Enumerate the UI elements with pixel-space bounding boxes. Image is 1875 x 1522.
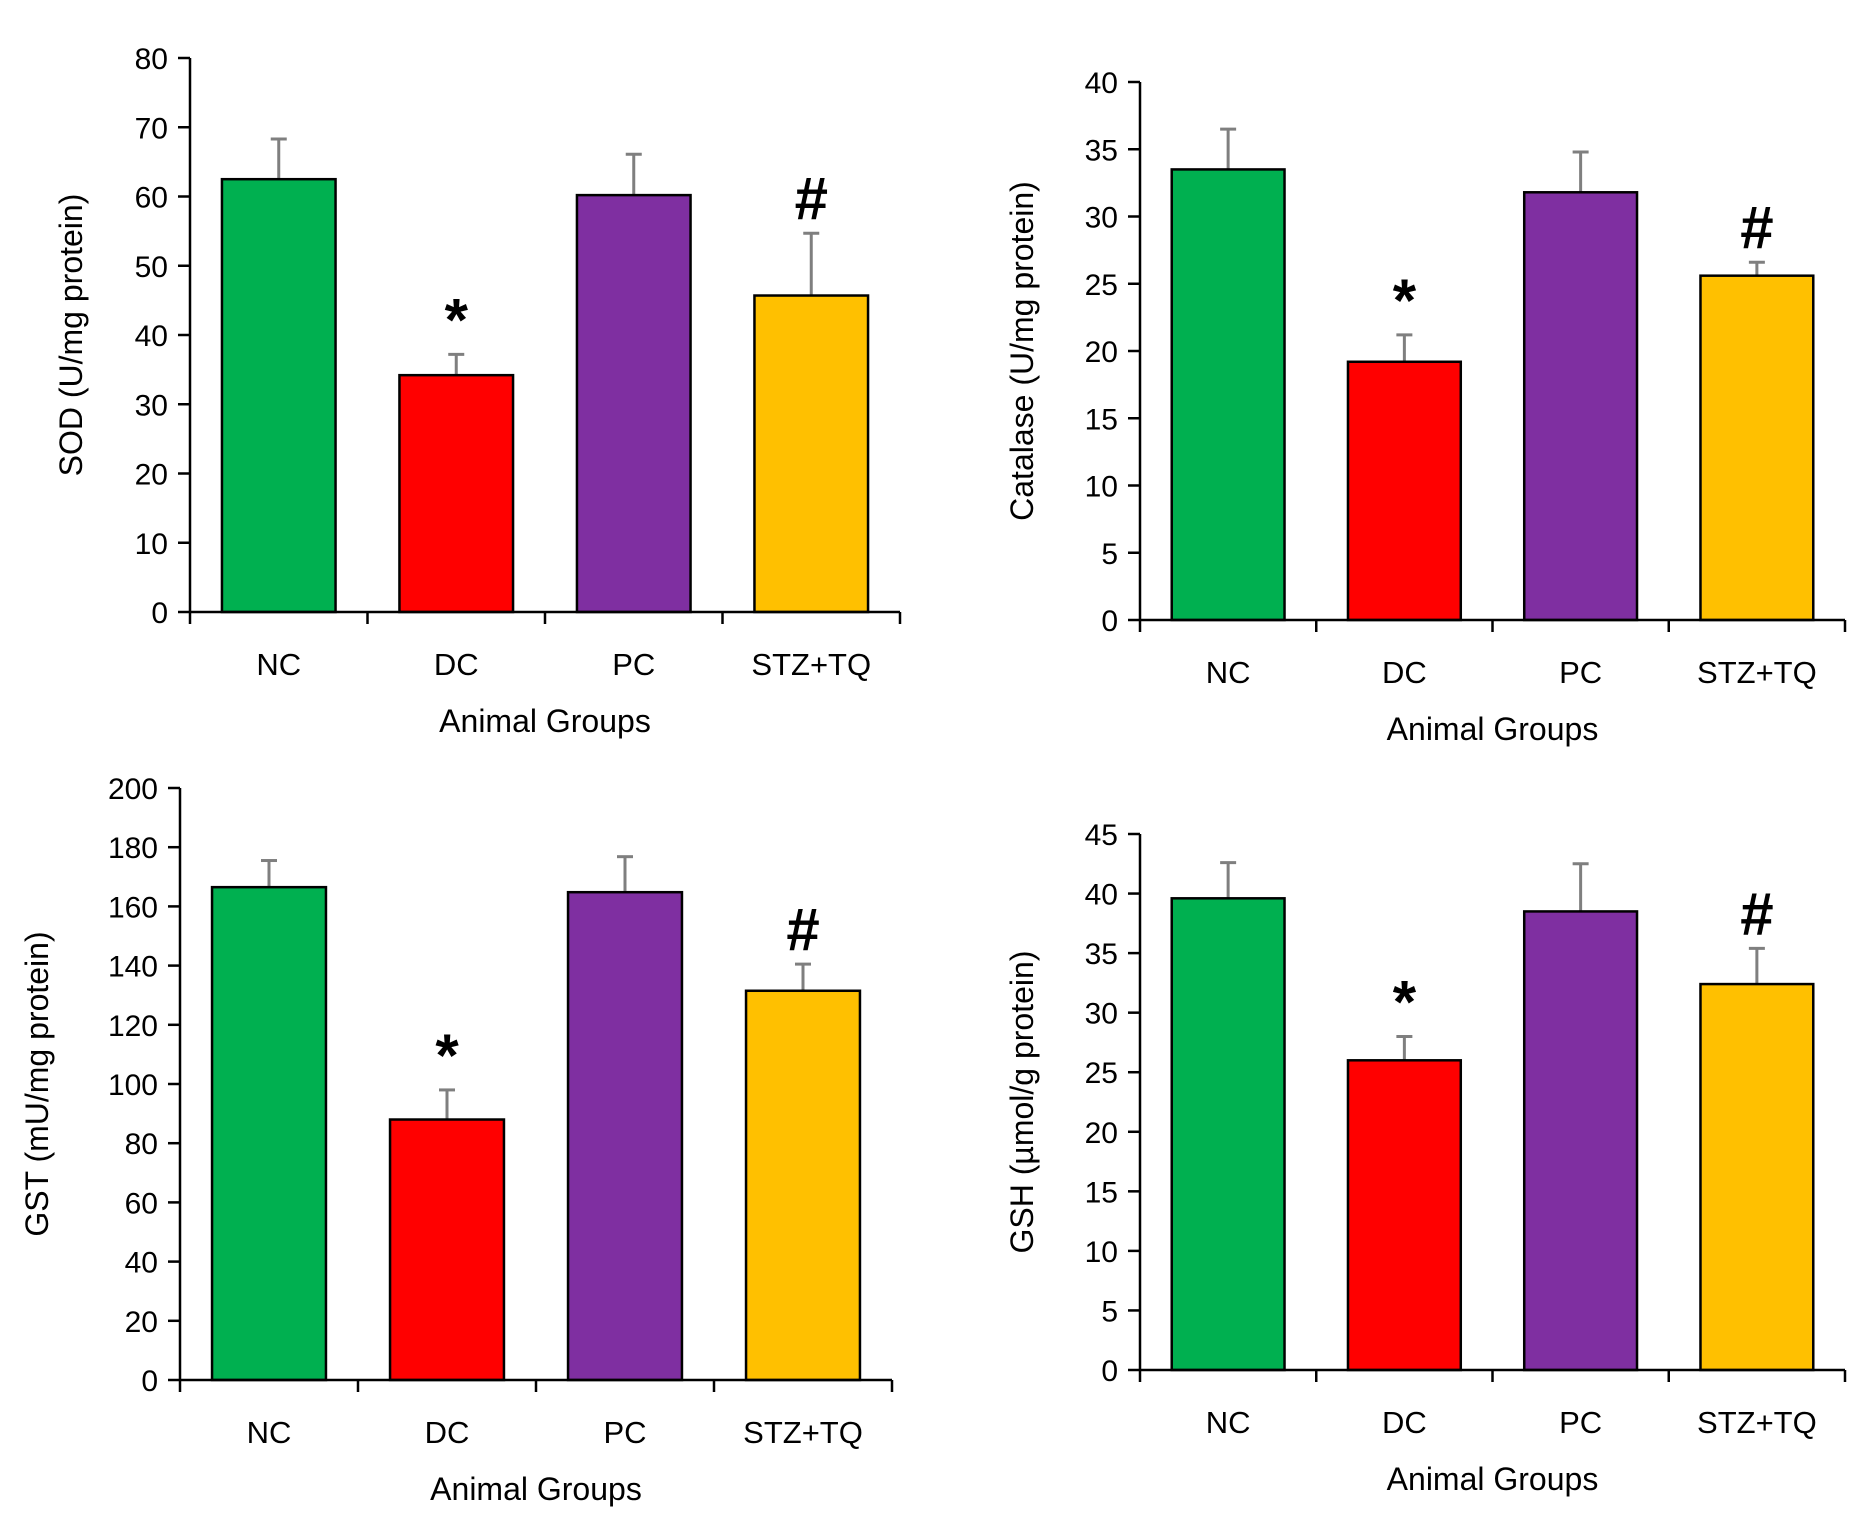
sod-chart: NC * DC PC # STZ+TQ 0 10 20 30 40 50 60 70 80 Animal Gr… [53, 43, 902, 739]
y-tick-label-2-7: 140 [108, 951, 158, 984]
bar-3-2 [1522, 910, 1639, 1372]
y-tick-label-3-4: 20 [1085, 1117, 1118, 1150]
bar-0-1 [398, 373, 515, 614]
x-tick-label-3-3: STZ+TQ [1697, 1405, 1817, 1440]
bar-3-3 [1699, 982, 1815, 1372]
y-tick-label-2-4: 80 [125, 1128, 158, 1161]
y-axis-title-2: GST (mU/mg protein) [19, 931, 55, 1236]
y-tick-label-3-7: 35 [1085, 938, 1118, 971]
y-tick-label-0-6: 60 [135, 182, 168, 215]
x-tick-label-2-3: STZ+TQ [743, 1415, 863, 1450]
bar-2-0 [210, 885, 328, 1382]
significance-star-2: * [435, 1022, 459, 1089]
y-tick-label-0-5: 50 [135, 251, 168, 284]
catalase-chart: NC * DC PC # STZ+TQ 0 5 10 15 20 25 30 35 40 Animal Gro… [1004, 67, 1847, 747]
y-tick-label-1-3: 15 [1085, 403, 1118, 436]
x-tick-label-2-1: DC [425, 1415, 470, 1450]
y-tick-label-2-1: 20 [125, 1306, 158, 1339]
y-tick-label-0-8: 80 [135, 43, 168, 76]
x-axis-title-1: Animal Groups [1387, 711, 1599, 747]
y-tick-label-3-1: 5 [1101, 1295, 1118, 1328]
bar-0-0 [220, 177, 337, 614]
y-tick-label-1-1: 5 [1101, 538, 1118, 571]
y-tick-label-2-2: 40 [125, 1247, 158, 1280]
bar-0-2 [575, 193, 692, 614]
y-tick-label-3-5: 25 [1085, 1057, 1118, 1090]
bar-1-0 [1170, 168, 1286, 622]
x-tick-label-0-1: DC [434, 647, 479, 682]
y-tick-label-3-9: 45 [1085, 819, 1118, 852]
y-tick-label-3-8: 40 [1085, 879, 1118, 912]
y-tick-label-1-2: 10 [1085, 471, 1118, 504]
y-tick-label-0-0: 0 [151, 597, 168, 630]
y-tick-label-2-9: 180 [108, 832, 158, 865]
significance-star-3: * [1393, 968, 1417, 1035]
x-tick-label-3-1: DC [1382, 1405, 1427, 1440]
x-tick-label-3-2: PC [1559, 1405, 1602, 1440]
y-tick-label-2-8: 160 [108, 891, 158, 924]
significance-hash-2: # [786, 896, 819, 963]
y-tick-label-2-5: 100 [108, 1069, 158, 1102]
y-tick-label-0-2: 20 [135, 459, 168, 492]
bar-3-1 [1346, 1059, 1463, 1372]
y-tick-label-0-7: 70 [135, 112, 168, 145]
y-tick-label-2-3: 60 [125, 1187, 158, 1220]
gst-chart: NC * DC PC # STZ+TQ 0 20 40 60 80 100 120 140 160 180 20… [19, 773, 894, 1507]
x-axis-title-3: Animal Groups [1387, 1461, 1599, 1497]
bar-2-3 [744, 989, 862, 1382]
bar-0-3 [753, 294, 870, 614]
y-axis-title-0: SOD (U/mg protein) [53, 194, 89, 477]
bar-1-1 [1346, 360, 1463, 622]
y-tick-label-0-1: 10 [135, 528, 168, 561]
y-tick-label-1-4: 20 [1085, 336, 1118, 369]
y-tick-label-3-0: 0 [1101, 1355, 1118, 1388]
y-tick-label-1-6: 30 [1085, 202, 1118, 235]
y-tick-label-0-3: 30 [135, 389, 168, 422]
y-tick-label-2-10: 200 [108, 773, 158, 806]
x-tick-label-0-0: NC [256, 647, 301, 682]
bar-3-0 [1170, 897, 1286, 1372]
x-tick-label-1-1: DC [1382, 655, 1427, 690]
x-tick-label-1-3: STZ+TQ [1697, 655, 1817, 690]
bar-2-2 [566, 890, 684, 1382]
y-tick-label-2-6: 120 [108, 1010, 158, 1043]
y-tick-label-1-0: 0 [1101, 605, 1118, 638]
significance-star-0: * [445, 286, 469, 353]
y-tick-label-3-6: 30 [1085, 998, 1118, 1031]
y-tick-label-1-8: 40 [1085, 67, 1118, 100]
y-tick-label-1-5: 25 [1085, 269, 1118, 302]
bar-2-1 [388, 1118, 506, 1382]
x-tick-label-0-2: PC [612, 647, 655, 682]
x-tick-label-2-2: PC [603, 1415, 646, 1450]
significance-hash-0: # [795, 165, 828, 232]
x-tick-label-1-2: PC [1559, 655, 1602, 690]
y-tick-label-2-0: 0 [141, 1365, 158, 1398]
y-axis-title-1: Catalase (U/mg protein) [1004, 181, 1040, 521]
significance-hash-1: # [1740, 194, 1773, 261]
y-tick-label-1-7: 35 [1085, 134, 1118, 167]
x-axis-title-2: Animal Groups [430, 1471, 642, 1507]
y-tick-label-3-2: 10 [1085, 1236, 1118, 1269]
significance-star-1: * [1393, 267, 1417, 334]
gsh-chart: NC * DC PC # STZ+TQ 0 5 10 15 20 25 30 35 40 45 Animal G… [1004, 819, 1847, 1497]
x-axis-title-0: Animal Groups [439, 703, 651, 739]
y-tick-label-3-3: 15 [1085, 1176, 1118, 1209]
x-tick-label-1-0: NC [1206, 655, 1251, 690]
bar-1-2 [1522, 191, 1639, 622]
y-tick-label-0-4: 40 [135, 320, 168, 353]
x-tick-label-0-3: STZ+TQ [751, 647, 871, 682]
significance-hash-3: # [1740, 880, 1773, 947]
x-tick-label-2-0: NC [247, 1415, 292, 1450]
bar-1-3 [1699, 274, 1815, 622]
x-tick-label-3-0: NC [1206, 1405, 1251, 1440]
y-axis-title-3: GSH (µmol/g protein) [1004, 951, 1040, 1254]
